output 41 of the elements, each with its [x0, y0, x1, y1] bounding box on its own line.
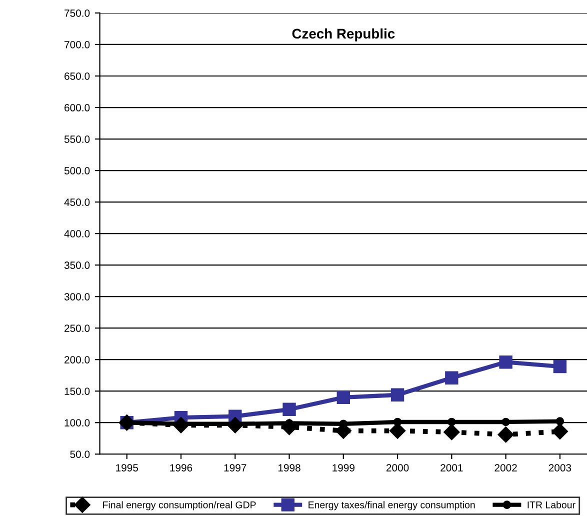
text: Czech Republic [292, 28, 395, 42]
point [447, 418, 456, 426]
x-tick-label: 1998 [278, 464, 300, 472]
x-tick-label: 1997 [224, 464, 246, 472]
x-tick-label: 2000 [386, 464, 409, 472]
point [498, 426, 514, 443]
point [390, 388, 404, 402]
y-tick-label: 750.0 [64, 9, 90, 17]
x-tick-label: 2001 [440, 464, 463, 472]
y-tick-label: 550.0 [64, 136, 90, 143]
legend-label: Final energy consumption/real GDP [103, 501, 256, 510]
y-tick-label: 450.0 [64, 198, 90, 206]
y-tick-label: 700.0 [64, 40, 90, 48]
point [553, 360, 567, 374]
x-tick-label: 1995 [116, 464, 138, 472]
y-tick-label: 650.0 [64, 72, 90, 80]
point [552, 423, 568, 440]
y-tick-label: 400.0 [64, 230, 90, 238]
y-tick-label: 600.0 [64, 104, 90, 112]
point [393, 418, 402, 426]
y-tick-label: 500.0 [64, 167, 90, 174]
y-tick-label: 150.0 [64, 388, 90, 395]
point [502, 418, 510, 426]
y-tick-label: 100.0 [64, 419, 90, 426]
x-tick-label: 2003 [548, 464, 572, 472]
y-tick-label: 350.0 [64, 262, 90, 269]
y-tick-label: 200.0 [64, 356, 90, 364]
y-tick-label: 300.0 [64, 293, 90, 300]
point [556, 417, 564, 426]
y-tick-label: 250.0 [64, 324, 90, 332]
point [282, 402, 296, 416]
y-tick-label: 50.0 [70, 450, 90, 458]
legend-label: ITR Labour [528, 501, 576, 508]
point [336, 390, 350, 404]
point [444, 424, 460, 440]
legend-label: Energy taxes/final energy consumption [308, 501, 475, 510]
x-tick-label: 2002 [494, 464, 517, 472]
x-tick-label: 1999 [332, 464, 354, 472]
point [445, 371, 458, 384]
point [499, 356, 512, 369]
x-tick-label: 1996 [170, 464, 192, 472]
